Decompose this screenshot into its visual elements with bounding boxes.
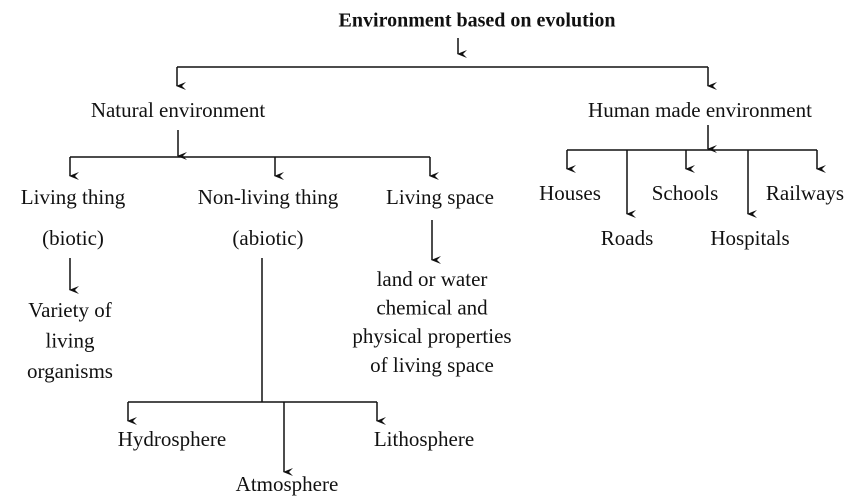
node-label: Living thing <box>21 185 126 209</box>
node-label: chemical and <box>376 296 488 320</box>
node-label: Variety of <box>28 298 111 322</box>
node-label: Roads <box>601 226 654 250</box>
node-label: Lithosphere <box>374 427 474 451</box>
node-label: (abiotic) <box>232 226 303 250</box>
connectors <box>69 38 826 476</box>
node-label: organisms <box>27 359 113 383</box>
node-label: physical properties <box>352 324 511 348</box>
node-label: Natural environment <box>91 98 266 122</box>
node-label: Schools <box>652 181 719 205</box>
node-label: Hospitals <box>710 226 789 250</box>
node-label: Non-living thing <box>198 185 339 209</box>
node-label: (biotic) <box>42 226 104 250</box>
node-label: Human made environment <box>588 98 812 122</box>
node-label: Living space <box>386 185 494 209</box>
node-label: land or water <box>377 267 488 291</box>
node-label: Houses <box>539 181 601 205</box>
title: Environment based on evolution <box>339 10 616 32</box>
node-label: Hydrosphere <box>118 427 226 451</box>
node-label: Railways <box>766 181 844 205</box>
node-label: living <box>45 328 95 352</box>
node-label: of living space <box>370 353 494 377</box>
node-label: Atmosphere <box>236 472 339 496</box>
